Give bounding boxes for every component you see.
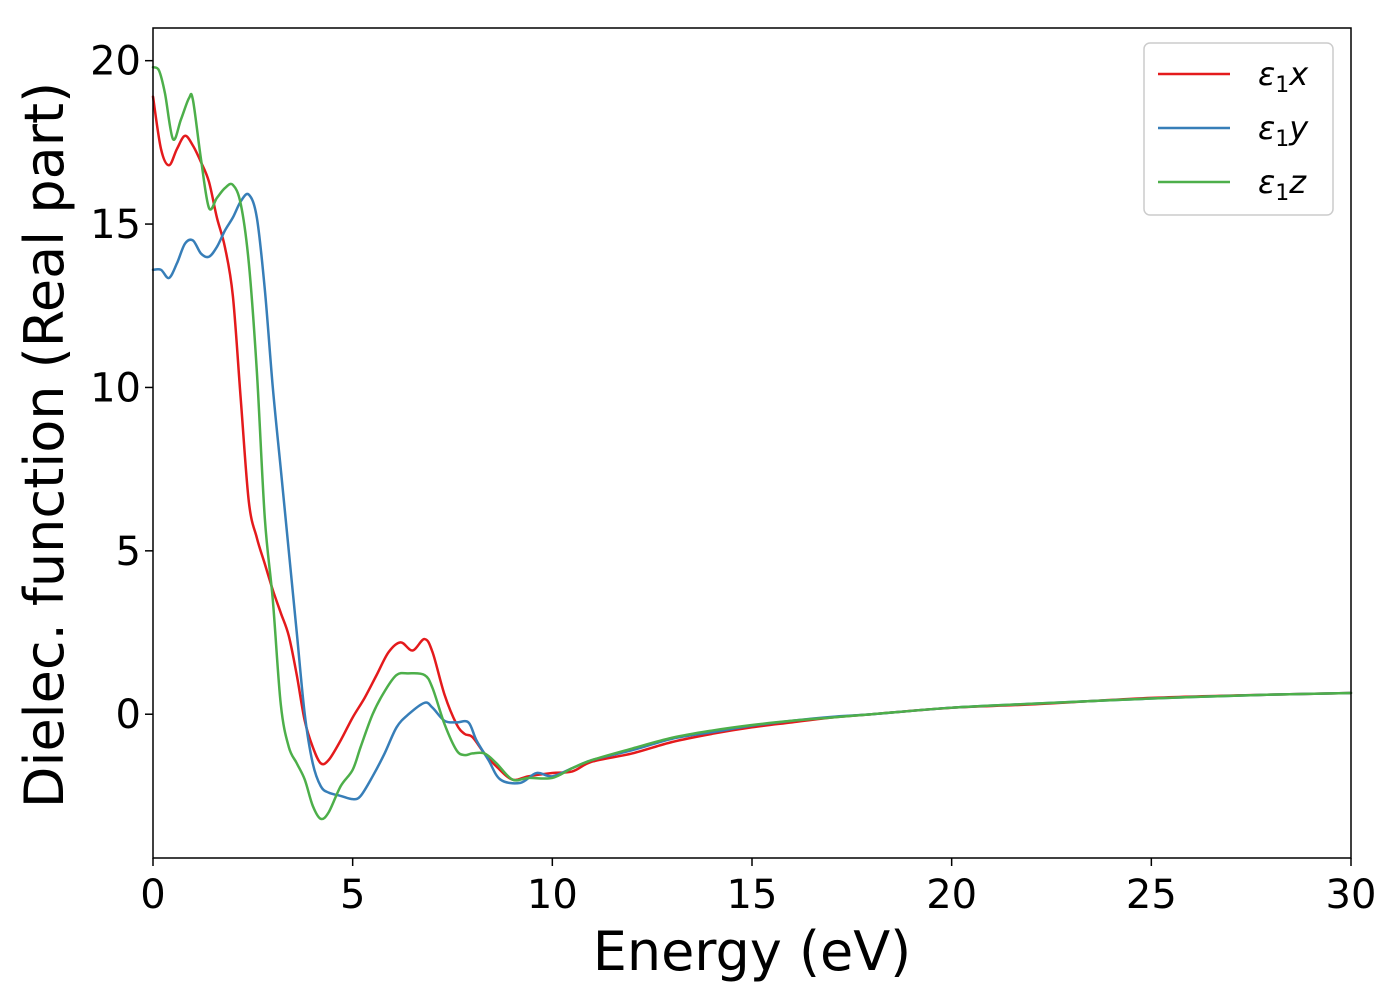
y-tick-label: 10 [90,365,141,411]
x-axis: 0 5 10 15 20 25 30 [140,858,1376,918]
plot-area [151,65,1353,821]
x-tick-label: 20 [926,872,977,918]
y-tick-label: 0 [116,692,141,738]
x-tick-label: 15 [727,872,778,918]
series-line-z [151,65,1353,821]
y-tick-label: 5 [116,529,141,575]
x-tick-label: 30 [1326,872,1377,918]
y-axis-label: Dielec. function (Real part) [13,82,76,808]
x-axis-label: Energy (eV) [593,920,912,983]
y-axis: 0 5 10 15 20 [90,39,153,738]
y-tick-label: 20 [90,39,141,85]
legend-box [1143,42,1334,216]
x-tick-label: 0 [140,872,165,918]
series-line-y [151,192,1353,801]
legend-label-z: ε1z [1258,163,1307,206]
series-line-x [151,95,1353,782]
x-tick-label: 5 [340,872,365,918]
legend-label-y: ε1y [1258,109,1309,152]
y-tick-label: 15 [90,202,141,248]
legend: ε1x ε1y ε1z [1143,42,1334,216]
x-tick-label: 10 [527,872,578,918]
x-tick-label: 25 [1126,872,1177,918]
legend-label-x: ε1x [1258,55,1309,98]
